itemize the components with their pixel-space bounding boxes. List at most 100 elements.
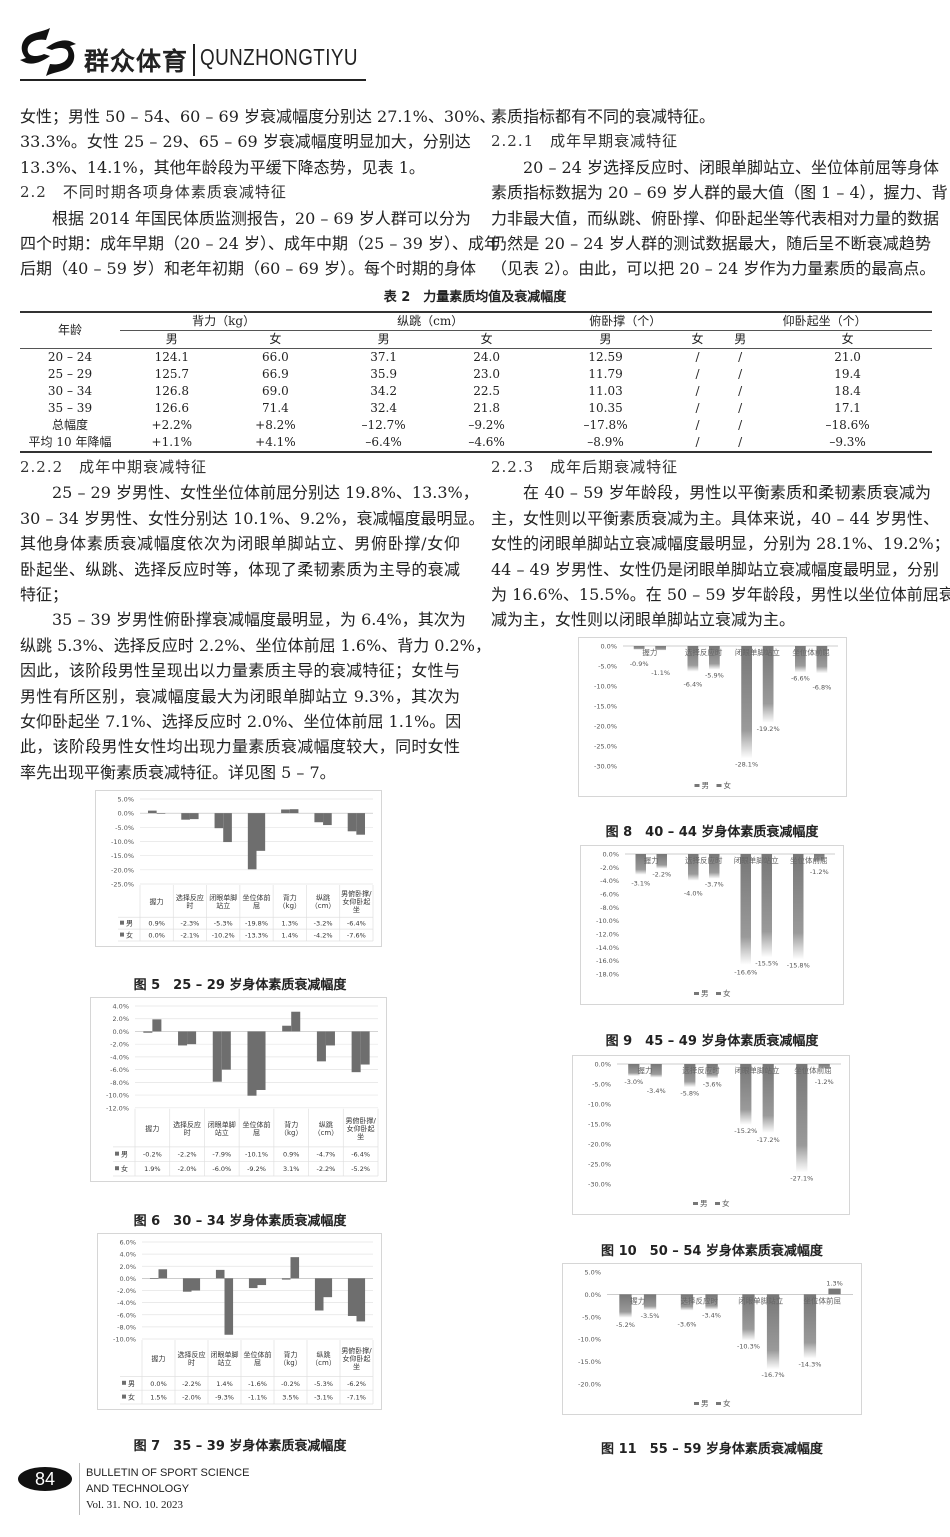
bar-male xyxy=(316,1031,326,1062)
table-value: 0.9% xyxy=(148,920,165,928)
table-value: -2.2% xyxy=(316,1165,335,1173)
category-label: 握力 xyxy=(642,647,657,657)
bar-female xyxy=(766,1294,780,1370)
legend-label: 女 xyxy=(722,1198,730,1208)
category-label: 闭眼单脚站立 xyxy=(208,1120,236,1137)
y-tick-label: -25.0% xyxy=(111,881,134,889)
bar-male xyxy=(143,1031,153,1033)
figure-caption: 图 9 45 – 49 岁身体素质衰减幅度 xyxy=(605,1034,819,1049)
table-row: 35 – 39 126.6 71.4 32.4 21.8 10.35 / / 17.1 xyxy=(20,400,932,417)
y-tick-label: 5.0% xyxy=(584,1269,601,1277)
table-header-sex: 女 xyxy=(677,330,718,349)
table-value: -13.3% xyxy=(245,932,268,940)
y-tick-label: -12.0% xyxy=(596,931,619,939)
paragraph-line: 女性；男性 50 – 54、60 – 69 岁衰减幅度分别达 27.1%、30%… xyxy=(20,107,496,126)
paragraph-line: 35 – 39 岁男性俯卧撑衰减幅度最明显，为 6.4%，其次为 xyxy=(52,610,466,630)
bar-male xyxy=(795,646,806,673)
table-value: 1.4% xyxy=(216,1380,233,1388)
y-tick-label: 0.0% xyxy=(117,810,134,818)
bar-male xyxy=(248,1278,258,1289)
bar-female xyxy=(709,854,720,879)
bar-female xyxy=(816,646,828,674)
journal-name-pinyin: QUNZHONGTIYU xyxy=(200,44,358,70)
category-label: 坐位体前屈 xyxy=(243,893,271,910)
category-label: 闭眼单脚站立 xyxy=(735,1065,780,1075)
series-label: 女 xyxy=(126,931,133,940)
y-tick-label: -30.0% xyxy=(594,763,617,771)
bar-female xyxy=(224,1278,234,1335)
table-header-group: 俯卧撑（个） xyxy=(533,312,718,331)
bar-male xyxy=(282,1025,292,1032)
category-label: 男俯卧撑/女仰卧起坐 xyxy=(341,889,372,914)
table-cell: / xyxy=(695,401,700,415)
legend-swatch xyxy=(120,920,124,925)
table-cell: 124.1 xyxy=(154,350,189,364)
y-tick-label: -5.0% xyxy=(115,824,134,832)
table-value: -9.3% xyxy=(215,1394,234,1402)
bar-female xyxy=(762,646,774,723)
paragraph-line: 在 40 – 59 岁年龄段，男性以平衡素质和柔韧素质衰减为 xyxy=(523,483,931,503)
paragraph-line: 此，该阶段男性女性均出现力量素质衰减幅度较大，同时女性 xyxy=(20,737,460,757)
table-value: -5.3% xyxy=(314,1380,333,1388)
y-tick-label: -10.0% xyxy=(111,838,134,846)
bar-female xyxy=(152,1019,162,1032)
bar-male xyxy=(796,1064,808,1173)
table-value: 3.1% xyxy=(283,1165,300,1173)
y-tick-label: -18.0% xyxy=(596,971,619,979)
table-cell: 11.79 xyxy=(588,367,623,381)
table-cell: / xyxy=(738,435,743,449)
legend-swatch xyxy=(122,1380,126,1385)
paragraph-line: （见表 2）。由此，可以把 20 – 24 岁作为力量素质的最高点。 xyxy=(491,259,936,279)
category-label: 坐位体前屈 xyxy=(243,1120,271,1137)
series-label: 男 xyxy=(126,920,133,928)
category-label: 选择反应时 xyxy=(173,1120,201,1137)
legend-swatch xyxy=(120,932,124,937)
bar-female xyxy=(762,1064,774,1133)
bar-female xyxy=(156,813,166,814)
category-label: 坐位体前屈 xyxy=(244,1350,272,1367)
legend-swatch xyxy=(715,1202,720,1205)
table-value: -6.4% xyxy=(347,920,366,928)
data-label: -5.9% xyxy=(705,672,724,680)
bar-male xyxy=(628,1064,640,1076)
bar-male xyxy=(684,1064,696,1088)
bar-female xyxy=(291,1011,301,1032)
column-top-left: 女性；男性 50 – 54、60 – 69 岁衰减幅度分别达 27.1%、30%… xyxy=(20,104,500,282)
category-label: 男俯卧撑/女仰卧起坐 xyxy=(345,1116,376,1141)
table-value: 1.3% xyxy=(282,920,299,928)
bar-female xyxy=(761,854,772,958)
series-label: 女 xyxy=(121,1164,128,1173)
table-value: -3.2% xyxy=(314,920,333,928)
y-tick-label: -4.0% xyxy=(117,1299,136,1307)
category-label: 闭眼单脚站立 xyxy=(209,893,237,910)
table-row-label: 30 – 34 xyxy=(47,384,93,398)
y-tick-label: -6.0% xyxy=(110,1066,129,1074)
category-label: 闭眼单脚站立 xyxy=(211,1350,239,1367)
bar-male xyxy=(793,854,804,960)
paragraph-line: 根据 2014 年国民体质监测报告，20 – 69 岁人群可以分为 xyxy=(52,208,471,228)
paragraph-line: 素质指标数据为 20 – 69 岁人群的最大值（图 1 – 4），握力、背 xyxy=(491,183,948,203)
bar-female xyxy=(221,1031,231,1070)
bar-female xyxy=(257,1278,267,1286)
y-tick-label: -8.0% xyxy=(110,1079,129,1087)
y-tick-label: -15.0% xyxy=(588,1121,611,1129)
bar-male xyxy=(281,809,290,814)
table-value: -2.1% xyxy=(180,932,199,940)
y-tick-label: -10.0% xyxy=(588,1101,611,1109)
table-cell: / xyxy=(695,435,700,449)
table-row: 平均 10 年降幅 +1.1% +4.1% –6.4% –4.6% –8.9% / / –9.3… xyxy=(20,434,932,452)
bar-female xyxy=(818,1064,830,1069)
paragraph-line: 20 – 24 岁选择反应时、闭眼单脚站立、坐位体前屈等身体 xyxy=(523,157,939,177)
table-value: -1.1% xyxy=(248,1394,267,1402)
bar-female xyxy=(655,646,666,651)
paragraph-line: 为 16.6%、15.5%。在 50 – 59 岁年龄段，男性以坐位体前屈衰 xyxy=(491,584,950,604)
bar-female xyxy=(356,1278,366,1322)
table-value: -4.2% xyxy=(314,932,333,940)
table-cell: / xyxy=(738,384,743,398)
figure-6: 4.0% 2.0% 0.0% -2.0% -4.0% -6.0% -8.0% -10.0% -1… xyxy=(90,997,387,1182)
bar-male xyxy=(803,1294,817,1359)
section-heading: 2.2.2 成年中期衰减特征 xyxy=(20,458,208,476)
chart-fig10: 0.0% -5.0% -10.0% -15.0% -20.0% -25.0% -30.0% -… xyxy=(588,1061,841,1208)
bar-male xyxy=(619,1294,632,1318)
data-label: -5.8% xyxy=(680,1089,699,1097)
